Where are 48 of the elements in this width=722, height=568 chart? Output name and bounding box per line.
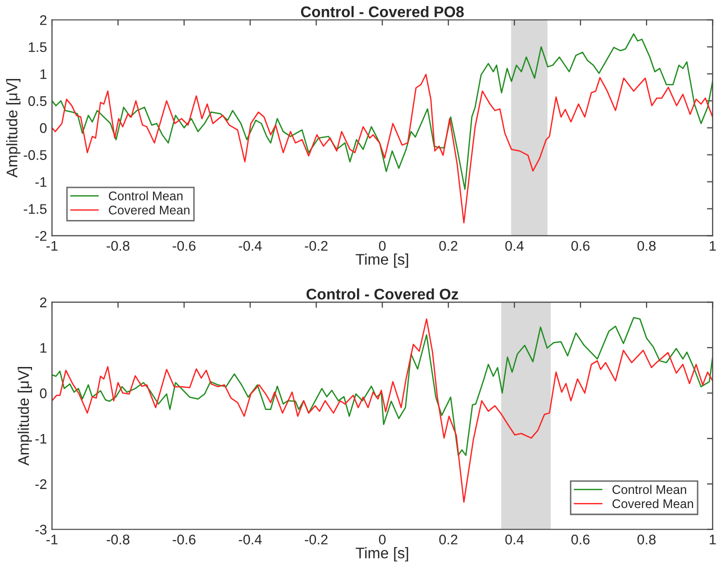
x-tick-label: -0.8 (106, 534, 130, 544)
legend-label: Control Mean (108, 191, 182, 200)
y-tick-label: -1 (35, 434, 46, 444)
y-tick-label: 1 (40, 343, 46, 353)
y-tick-label: 0 (40, 388, 47, 398)
y-axis-title: Amplitude [μV] (18, 367, 32, 466)
x-tick-label: 0 (378, 240, 386, 251)
y-tick-label: 2 (40, 298, 46, 308)
chart-title: Control - Covered Oz (306, 288, 458, 300)
y-tick-label: 1 (40, 69, 46, 79)
x-tick-label: -0.8 (106, 240, 130, 251)
y-tick-label: -0.5 (24, 150, 47, 160)
x-tick-label: 0.2 (439, 240, 458, 251)
y-axis-title: Amplitude [μV] (6, 79, 20, 178)
y-tick-label: 0 (40, 123, 47, 133)
x-tick-label: 0.6 (571, 534, 590, 544)
y-tick-label: -2 (35, 231, 46, 241)
line-series (52, 317, 713, 456)
legend-label: Covered Mean (612, 498, 694, 508)
y-tick-label: -1.5 (24, 204, 47, 214)
x-tick-label: 0.6 (571, 240, 590, 251)
x-tick-label: 1 (710, 241, 716, 251)
x-tick-label: 0 (378, 534, 386, 544)
x-tick-label: -0.6 (172, 240, 196, 251)
y-tick-label: 1.5 (28, 42, 47, 52)
y-tick-label: -1 (35, 177, 46, 187)
x-tick-label: 1 (710, 534, 716, 544)
x-tick-label: -0.4 (238, 240, 262, 251)
x-tick-label: 0.8 (637, 240, 656, 251)
x-tick-label: 0.8 (637, 534, 656, 544)
x-axis-title: Time [s] (356, 254, 408, 268)
x-tick-label: -0.2 (304, 534, 328, 544)
chart-title: Control - Covered PO8 (301, 6, 464, 18)
x-tick-label: 0.4 (505, 240, 524, 251)
x-tick-label: 0.4 (505, 534, 524, 544)
x-tick-label: -0.2 (304, 240, 328, 251)
legend-label: Covered Mean (108, 205, 190, 214)
y-tick-label: 2 (40, 15, 46, 25)
y-tick-label: 0.5 (28, 96, 47, 106)
line-series (52, 33, 713, 190)
x-tick-label: 0.2 (439, 534, 458, 544)
y-tick-label: -3 (35, 524, 47, 535)
line-series (52, 74, 713, 224)
y-tick-label: -2 (35, 479, 46, 489)
x-axis-title: Time [s] (356, 547, 408, 562)
x-tick-label: -0.6 (172, 534, 196, 544)
x-tick-label: -0.4 (238, 534, 262, 544)
legend-label: Control Mean (612, 484, 686, 494)
